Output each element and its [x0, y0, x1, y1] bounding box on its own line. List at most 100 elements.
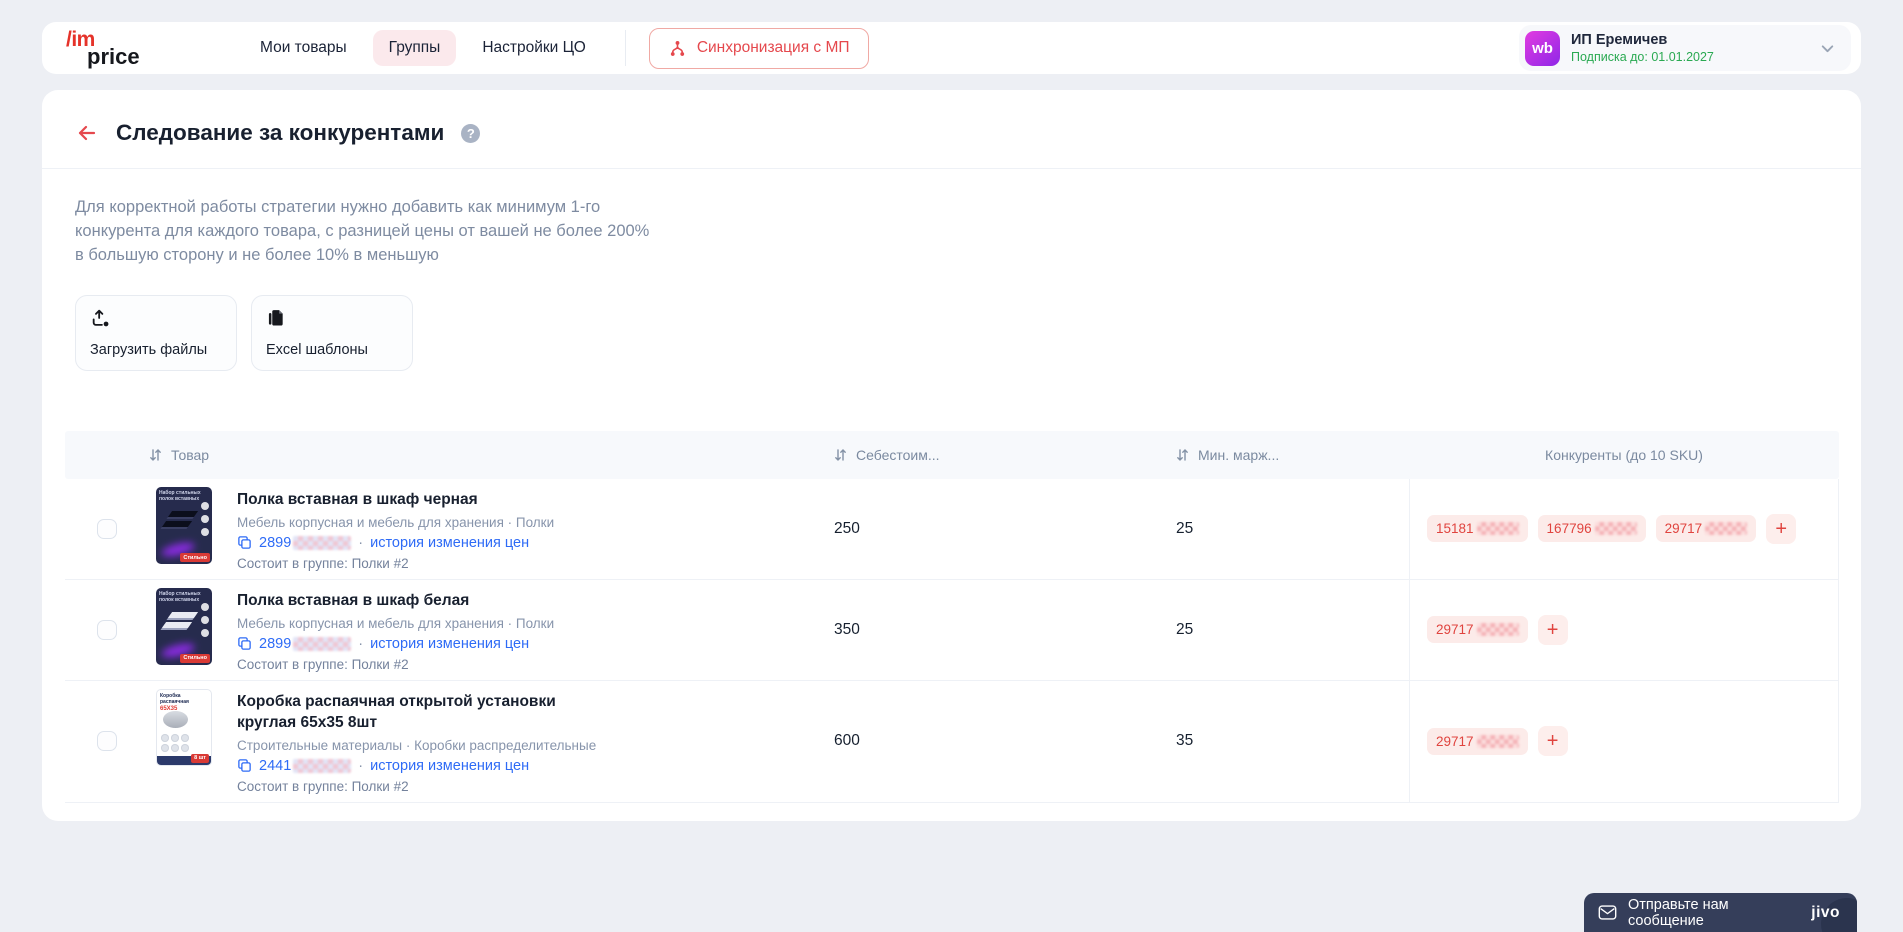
- file-actions: Загрузить файлы Excel шаблоны: [75, 295, 1828, 371]
- cost-value[interactable]: 350: [834, 620, 860, 638]
- product-sku[interactable]: 2899: [259, 636, 352, 652]
- competitor-chip[interactable]: 167796: [1537, 515, 1646, 543]
- table-header-row: Товар Себестоим... Мин. марж... Конкурен…: [65, 431, 1839, 479]
- price-history-link[interactable]: история изменения цен: [370, 534, 530, 551]
- competitor-chip[interactable]: 29717: [1427, 616, 1528, 644]
- sku-censored: [293, 758, 352, 773]
- min-margin-value[interactable]: 25: [1176, 519, 1194, 537]
- cost-value[interactable]: 250: [834, 519, 860, 537]
- thumb-badge-dots: [201, 502, 209, 536]
- row-checkbox-cell: [65, 580, 149, 680]
- price-history-link[interactable]: история изменения цен: [370, 635, 530, 652]
- dot-separator: ·: [358, 635, 364, 652]
- nav-item-groups[interactable]: Группы: [372, 30, 457, 66]
- competitor-chip[interactable]: 29717: [1655, 515, 1757, 543]
- nav-item-pricing-settings[interactable]: Настройки ЦО: [482, 39, 586, 56]
- subscription-status: Подписка до: 01.01.2027: [1571, 50, 1714, 64]
- envelope-icon: [1597, 903, 1618, 922]
- description-line: в большую сторону и не более 10% в меньш…: [75, 246, 439, 264]
- thumb-caption: Набор стильных полок вставных: [159, 590, 201, 604]
- header-cell-cost[interactable]: Себестоим...: [834, 447, 1176, 463]
- table-row: Набор стильных полок вставных Стильно По…: [65, 579, 1839, 681]
- competitor-sku: 29717: [1664, 521, 1703, 537]
- column-label-min-margin: Мин. марж...: [1198, 447, 1280, 463]
- product-category: Мебель корпусная и мебель для хранения ·…: [237, 514, 555, 530]
- column-label-cost: Себестоим...: [856, 447, 940, 463]
- header-cell-min-margin[interactable]: Мин. марж...: [1176, 447, 1409, 463]
- copy-icon[interactable]: [237, 636, 252, 651]
- jivo-logo: jivo: [1811, 903, 1840, 921]
- product-group: Состоит в группе: Полки #2: [237, 656, 409, 672]
- chevron-down-icon: [1819, 40, 1836, 57]
- min-margin-value[interactable]: 25: [1176, 620, 1194, 638]
- thumb-badge: 8 шт: [191, 753, 209, 763]
- upload-icon: [90, 307, 222, 329]
- sort-icon[interactable]: [834, 448, 847, 462]
- user-account-menu[interactable]: wb ИП Еремичев Подписка до: 01.01.2027: [1519, 25, 1851, 71]
- price-history-link[interactable]: история изменения цен: [370, 757, 530, 774]
- page-title-row: Следование за конкурентами ?: [42, 120, 1861, 169]
- nav-divider: [624, 30, 626, 66]
- copy-icon[interactable]: [237, 758, 252, 773]
- row-checkbox-cell: [65, 479, 149, 579]
- back-arrow-icon[interactable]: [75, 121, 99, 145]
- add-competitor-button[interactable]: +: [1766, 513, 1797, 544]
- row-checkbox[interactable]: [97, 619, 117, 640]
- row-checkbox-cell: [65, 681, 149, 802]
- excel-templates-icon: [266, 307, 398, 329]
- description-line: Для корректной работы стратегии нужно до…: [75, 198, 601, 216]
- product-title[interactable]: Полка вставная в шкаф белая: [237, 591, 470, 609]
- thumb-caption: Набор стильных полок вставных: [159, 490, 201, 503]
- upload-files-button[interactable]: Загрузить файлы: [75, 295, 237, 371]
- help-icon[interactable]: ?: [461, 123, 481, 143]
- product-image[interactable]: Набор стильных полок вставных Стильно: [156, 587, 212, 665]
- product-info: Полка вставная в шкаф белая Мебель корпу…: [237, 588, 554, 672]
- thumb-shelf-shape: [161, 521, 193, 527]
- column-label-competitors: Конкуренты (до 10 SKU): [1545, 447, 1703, 463]
- add-competitor-button[interactable]: +: [1537, 726, 1568, 757]
- chat-widget[interactable]: Отправьте нам сообщение jivo: [1584, 893, 1857, 932]
- thumb-badge: Стильно: [180, 653, 210, 663]
- copy-icon[interactable]: [237, 535, 252, 550]
- column-label-product: Товар: [171, 447, 210, 463]
- product-sku[interactable]: 2441: [259, 757, 352, 774]
- sort-icon[interactable]: [1176, 448, 1189, 462]
- competitor-sku-censored: [1476, 522, 1519, 536]
- product-category: Строительные материалы · Коробки распред…: [237, 737, 597, 753]
- logo-text-price: price: [87, 43, 140, 69]
- logo-text-im: /im: [66, 27, 95, 51]
- thumb-badge: Стильно: [180, 553, 210, 562]
- competitors-cell: 29717 +: [1409, 680, 1839, 802]
- product-sku[interactable]: 2899: [259, 534, 352, 551]
- min-margin-value[interactable]: 35: [1176, 732, 1194, 750]
- product-title[interactable]: Коробка распаячная открытой установки кр…: [237, 692, 556, 731]
- upload-files-label: Загрузить файлы: [90, 342, 208, 358]
- nav-item-my-products[interactable]: Мои товары: [260, 39, 347, 56]
- thumb-footer-strip: [157, 755, 211, 765]
- header-cell-product[interactable]: Товар: [149, 447, 834, 463]
- sku-visible-digits: 2899: [259, 534, 292, 551]
- sku-censored: [293, 535, 352, 550]
- excel-templates-button[interactable]: Excel шаблоны: [251, 295, 413, 371]
- row-checkbox[interactable]: [97, 518, 117, 539]
- products-table: Товар Себестоим... Мин. марж... Конкурен…: [65, 431, 1839, 803]
- competitor-sku: 29717: [1436, 622, 1474, 638]
- competitor-chip[interactable]: 15181: [1427, 515, 1528, 543]
- add-competitor-button[interactable]: +: [1537, 614, 1568, 645]
- cost-value[interactable]: 600: [834, 732, 860, 750]
- thumb-shelf-shape: [167, 611, 199, 618]
- thumb-box-shape: [163, 710, 188, 728]
- competitor-sku: 29717: [1436, 733, 1474, 749]
- product-image[interactable]: Набор стильных полок вставных Стильно: [156, 487, 212, 564]
- product-image[interactable]: Коробка распаячная 65Х35 8 шт: [156, 688, 212, 766]
- main-nav: Мои товары Группы Настройки ЦО Синхрониз…: [244, 27, 869, 69]
- product-group: Состоит в группе: Полки #2: [237, 778, 409, 794]
- product-title[interactable]: Полка вставная в шкаф черная: [237, 491, 478, 508]
- row-checkbox[interactable]: [97, 731, 117, 752]
- sort-icon[interactable]: [149, 448, 162, 462]
- excel-templates-label: Excel шаблоны: [266, 342, 368, 358]
- app-logo[interactable]: /im price: [66, 29, 166, 68]
- sku-visible-digits: 2441: [259, 757, 292, 774]
- sync-marketplace-button[interactable]: Синхронизация с МП: [648, 27, 869, 69]
- competitor-chip[interactable]: 29717: [1427, 727, 1528, 755]
